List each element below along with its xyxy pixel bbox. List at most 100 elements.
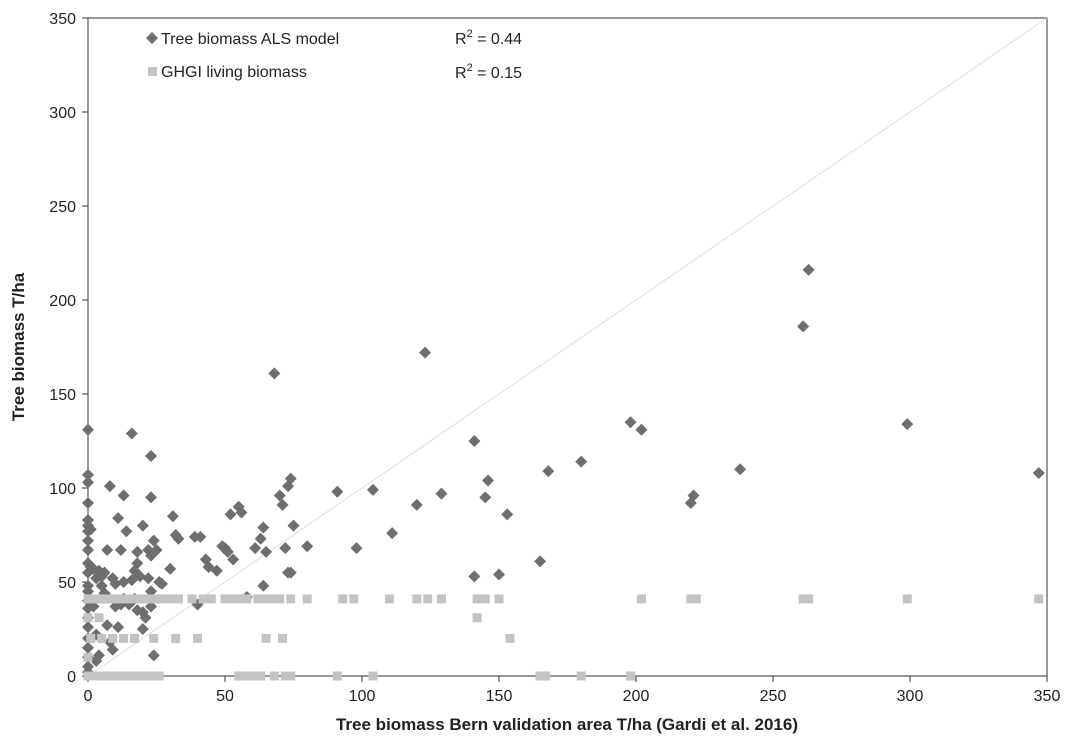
ghgi-point	[1034, 594, 1044, 604]
als-point	[136, 623, 149, 635]
ghgi-point	[798, 594, 808, 604]
als-point	[82, 476, 94, 489]
ghgi-point	[278, 633, 288, 643]
ghgi-point	[472, 613, 482, 623]
als-point	[131, 545, 144, 558]
ghgi-point	[130, 594, 140, 604]
ghgi-point	[116, 671, 126, 681]
als-point	[82, 544, 94, 557]
ghgi-point	[187, 594, 197, 604]
x-tick-label: 150	[486, 688, 513, 705]
als-point	[145, 585, 158, 598]
ghgi-point	[97, 633, 107, 643]
als-point	[635, 423, 648, 436]
one-to-one-line	[87, 17, 1048, 677]
ghgi-point	[102, 594, 112, 604]
ghgi-point	[505, 633, 515, 643]
ghgi-point	[228, 594, 238, 604]
ghgi-point	[152, 594, 161, 604]
ghgi-point	[206, 594, 216, 604]
als-point	[260, 545, 273, 558]
als-point	[257, 579, 270, 592]
als-point	[268, 367, 281, 380]
als-point	[284, 566, 297, 579]
ghgi-point	[242, 594, 252, 604]
als-point	[273, 489, 286, 502]
als-point	[194, 530, 207, 543]
ghgi-point	[247, 671, 257, 681]
y-tick-label: 100	[49, 481, 76, 498]
als-point	[802, 263, 815, 276]
legend-item-als: Tree biomass ALS model R2 = 0.44	[146, 28, 522, 48]
ghgi-point	[302, 594, 312, 604]
als-point	[82, 534, 94, 547]
ghgi-point	[157, 594, 167, 604]
als-point	[410, 498, 423, 511]
ghgi-point	[91, 594, 101, 604]
ghgi-point	[576, 671, 586, 681]
als-point	[254, 532, 267, 545]
ghgi-point	[94, 671, 104, 681]
y-axis-title: Tree biomass T/ha	[9, 272, 28, 421]
als-point	[103, 480, 116, 493]
als-point	[109, 577, 122, 590]
als-point	[82, 497, 94, 510]
x-axis-title: Tree biomass Bern validation area T/ha (…	[336, 715, 798, 734]
ghgi-point	[253, 594, 263, 604]
ghgi-point	[132, 671, 142, 681]
x-tick-label: 350	[1034, 688, 1061, 705]
y-tick-label: 350	[49, 11, 76, 28]
als-point	[150, 544, 163, 557]
als-point	[482, 474, 495, 487]
als-point	[145, 491, 158, 504]
ghgi-point	[141, 594, 151, 604]
als-point	[142, 572, 155, 585]
y-tick-label: 300	[49, 105, 76, 122]
als-point	[279, 542, 292, 555]
als-point	[534, 555, 547, 568]
als-point	[386, 527, 399, 540]
ghgi-point	[130, 633, 140, 643]
als-point	[575, 455, 588, 468]
als-point	[687, 489, 700, 502]
ghgi-point	[173, 594, 183, 604]
ghgi-point	[138, 671, 148, 681]
als-point	[147, 649, 160, 662]
ghgi-point	[135, 594, 145, 604]
y-tick-label: 250	[49, 199, 76, 216]
ghgi-point	[108, 633, 118, 643]
als-point	[542, 465, 555, 478]
ghgi-point	[472, 594, 482, 604]
ghgi-point	[267, 594, 277, 604]
als-point	[235, 506, 248, 519]
ghgi-point	[149, 671, 159, 681]
series-tree-biomass-als-model	[82, 263, 1045, 679]
als-point	[106, 643, 119, 656]
x-tick-label: 50	[216, 688, 234, 705]
ghgi-point	[412, 594, 422, 604]
ghgi-point	[256, 671, 266, 681]
als-point	[501, 508, 514, 521]
ghgi-point	[626, 671, 636, 681]
als-point	[224, 508, 237, 521]
ghgi-point	[83, 652, 93, 662]
als-point	[901, 418, 914, 431]
ghgi-point	[121, 671, 131, 681]
als-point	[419, 346, 432, 359]
als-point	[136, 519, 149, 532]
legend-r2-ghgi: R2 = 0.15	[455, 62, 522, 82]
als-point	[101, 544, 114, 557]
diamond-marker-icon	[146, 32, 158, 44]
legend-label-als: Tree biomass ALS model	[161, 31, 339, 48]
ghgi-point	[94, 613, 104, 623]
legend: Tree biomass ALS model R2 = 0.44 GHGI li…	[146, 28, 522, 82]
square-marker-icon	[148, 67, 157, 76]
als-point	[82, 641, 94, 654]
ghgi-point	[143, 671, 153, 681]
ghgi-point	[88, 671, 98, 681]
als-point	[284, 472, 297, 485]
als-point	[112, 621, 125, 634]
ghgi-point	[154, 671, 164, 681]
als-point	[227, 553, 240, 566]
